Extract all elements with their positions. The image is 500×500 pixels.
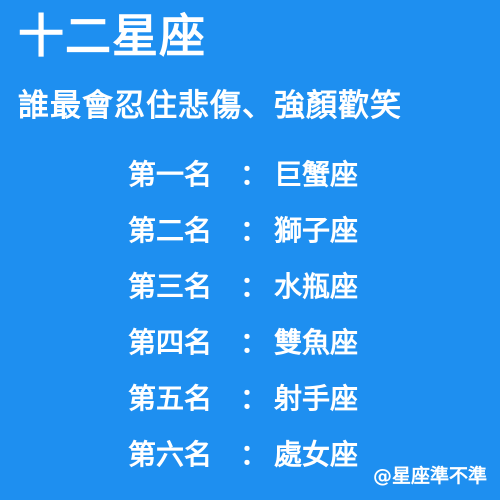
- zodiac-sign: 巨蟹座: [274, 158, 359, 191]
- ranking-separator: ：: [239, 158, 268, 191]
- ranking-label: 第三名: [128, 270, 213, 303]
- ranking-label: 第四名: [128, 326, 213, 359]
- ranking-label: 第一名: [128, 158, 213, 191]
- zodiac-sign: 雙魚座: [274, 326, 359, 359]
- ranking-separator: ：: [239, 438, 268, 471]
- ranking-separator: ：: [239, 270, 268, 303]
- watermark-handle: @星座準不準: [372, 465, 487, 487]
- ranking-label: 第二名: [128, 214, 213, 247]
- zodiac-sign: 獅子座: [274, 214, 359, 247]
- ranking-item: 第四名 ： 雙魚座: [128, 315, 358, 371]
- ranking-item: 第二名 ： 獅子座: [128, 203, 358, 259]
- ranking-label: 第六名: [128, 438, 213, 471]
- zodiac-sign: 水瓶座: [274, 270, 359, 303]
- page-subtitle: 誰最會忍住悲傷、強顏歡笑: [18, 88, 402, 124]
- ranking-item: 第五名 ： 射手座: [128, 371, 358, 427]
- zodiac-sign: 射手座: [274, 382, 359, 415]
- ranking-item: 第六名 ： 處女座: [128, 427, 358, 483]
- ranking-separator: ：: [239, 214, 268, 247]
- ranking-separator: ：: [239, 382, 268, 415]
- ranking-label: 第五名: [128, 382, 213, 415]
- page-title: 十二星座: [18, 9, 206, 63]
- zodiac-sign: 處女座: [274, 438, 359, 471]
- ranking-item: 第三名 ： 水瓶座: [128, 259, 358, 315]
- ranking-list: 第一名 ： 巨蟹座 第二名 ： 獅子座 第三名 ： 水瓶座 第四名 ： 雙魚座 …: [128, 147, 358, 483]
- ranking-separator: ：: [239, 326, 268, 359]
- ranking-item: 第一名 ： 巨蟹座: [128, 147, 358, 203]
